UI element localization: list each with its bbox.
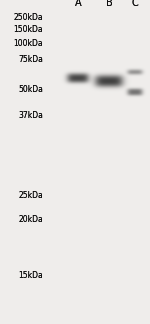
Bar: [125, 10, 145, 319]
Text: B: B: [106, 0, 112, 8]
Text: 20kDa: 20kDa: [18, 215, 43, 225]
Text: A: A: [75, 0, 81, 8]
Text: 15kDa: 15kDa: [18, 271, 43, 280]
Text: C: C: [132, 0, 138, 8]
Text: 75kDa: 75kDa: [18, 55, 43, 64]
Text: 150kDa: 150kDa: [13, 26, 43, 34]
Text: 37kDa: 37kDa: [18, 110, 43, 120]
Text: 20kDa: 20kDa: [18, 215, 43, 225]
Text: 50kDa: 50kDa: [18, 86, 43, 95]
Text: 75kDa: 75kDa: [18, 55, 43, 64]
Text: A: A: [75, 0, 81, 8]
Text: 100kDa: 100kDa: [13, 40, 43, 49]
Text: 25kDa: 25kDa: [18, 191, 43, 200]
Text: 37kDa: 37kDa: [18, 110, 43, 120]
Text: 100kDa: 100kDa: [13, 40, 43, 49]
Text: 150kDa: 150kDa: [13, 26, 43, 34]
Text: 25kDa: 25kDa: [18, 191, 43, 200]
Text: C: C: [132, 0, 138, 8]
Text: 50kDa: 50kDa: [18, 86, 43, 95]
Bar: [68, 10, 88, 319]
Text: 15kDa: 15kDa: [18, 271, 43, 280]
Text: B: B: [106, 0, 112, 8]
Bar: [99, 10, 119, 319]
Text: 250kDa: 250kDa: [13, 14, 43, 22]
Text: 250kDa: 250kDa: [13, 14, 43, 22]
